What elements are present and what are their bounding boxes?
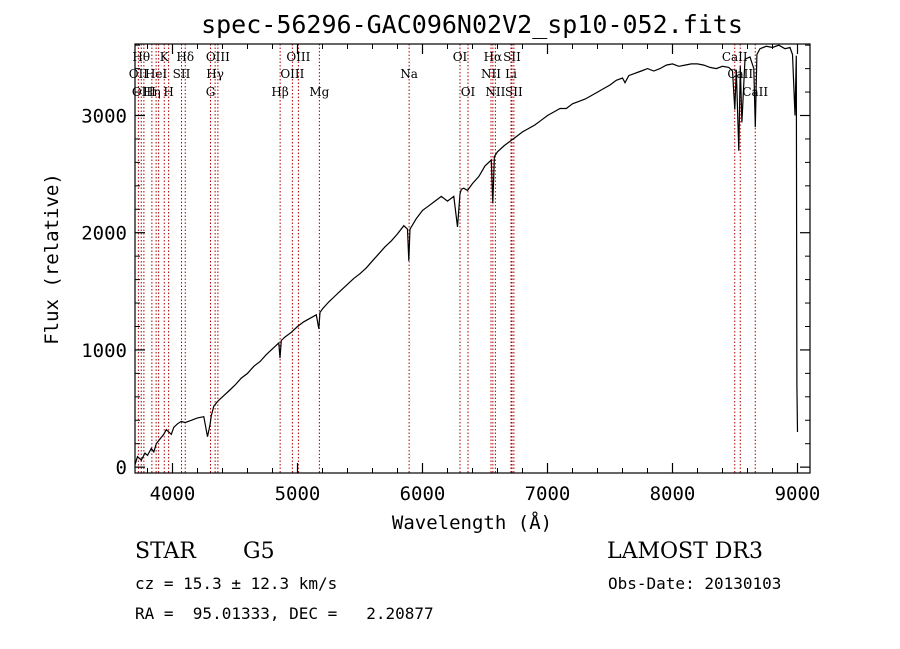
object-subclass: G5 — [243, 539, 275, 564]
line-marker-label: OIII — [206, 50, 230, 64]
line-marker-label: CaII — [742, 85, 768, 99]
x-tick-label: 7000 — [525, 483, 571, 505]
line-marker-label: Hη — [143, 85, 161, 99]
line-marker-label: HeI — [145, 67, 168, 81]
line-marker-label: K — [160, 50, 170, 64]
line-marker-label: Li — [505, 67, 517, 81]
line-marker-label: Hα — [484, 50, 503, 64]
line-label-layer: OIIHθOIIIHηHeIKHSIIHδGHγOIIIHβOIIIOIIIMg… — [129, 50, 769, 99]
y-tick-label: 2000 — [81, 223, 127, 245]
line-marker-label: OII — [129, 67, 149, 81]
x-tick-label: 5000 — [275, 483, 321, 505]
line-marker-label: OIII — [280, 67, 304, 81]
line-marker-label: OI — [461, 85, 476, 99]
survey-name: LAMOST DR3 — [607, 539, 763, 564]
x-tick-label: 8000 — [650, 483, 696, 505]
y-axis-label: Flux (relative) — [41, 173, 63, 345]
object-class: STAR — [135, 539, 196, 564]
obs-date-text: Obs-Date: 20130103 — [608, 574, 782, 593]
line-marker-label: Hγ — [206, 67, 224, 81]
line-marker-label: SII — [505, 85, 523, 99]
plot-frame — [134, 43, 811, 474]
x-tick-label: 4000 — [150, 483, 196, 505]
y-tick-label: 0 — [116, 457, 127, 479]
line-marker-label: SII — [503, 50, 521, 64]
line-marker-layer — [137, 44, 756, 473]
line-marker-label: NII — [485, 85, 505, 99]
x-tick-label: 6000 — [400, 483, 446, 505]
line-marker-label: H — [163, 85, 173, 99]
line-marker-label: Mg — [309, 85, 329, 99]
line-marker-label: G — [206, 85, 216, 99]
y-tick-label: 1000 — [81, 340, 127, 362]
x-axis-label: Wavelength (Å) — [392, 511, 552, 534]
axis-tick-labels: 4000 5000 6000 7000 8000 9000 0 1000 2000 3000 — [81, 106, 820, 506]
line-marker-label: Hβ — [271, 85, 288, 99]
line-marker-label: CaII — [722, 50, 748, 64]
line-marker-label: OIII — [286, 50, 310, 64]
line-marker-label: NII — [481, 67, 501, 81]
redshift-text: cz = 15.3 ± 12.3 km/s — [135, 574, 338, 593]
axis-ticks — [135, 44, 810, 473]
flux-series-line — [134, 44, 799, 465]
chart-title: spec-56296-GAC096N02V2_sp10-052.fits — [201, 10, 743, 39]
line-marker-label: Na — [400, 67, 418, 81]
coordinates-text: RA = 95.01333, DEC = 2.20877 — [135, 604, 434, 623]
y-tick-label: 3000 — [81, 106, 127, 128]
x-tick-label: 9000 — [775, 483, 821, 505]
line-marker-label: Hδ — [176, 50, 194, 64]
line-marker-label: OI — [453, 50, 468, 64]
line-marker-label: SII — [173, 67, 191, 81]
line-marker-label: Hθ — [132, 50, 150, 64]
line-marker-label: OIII — [132, 85, 156, 99]
